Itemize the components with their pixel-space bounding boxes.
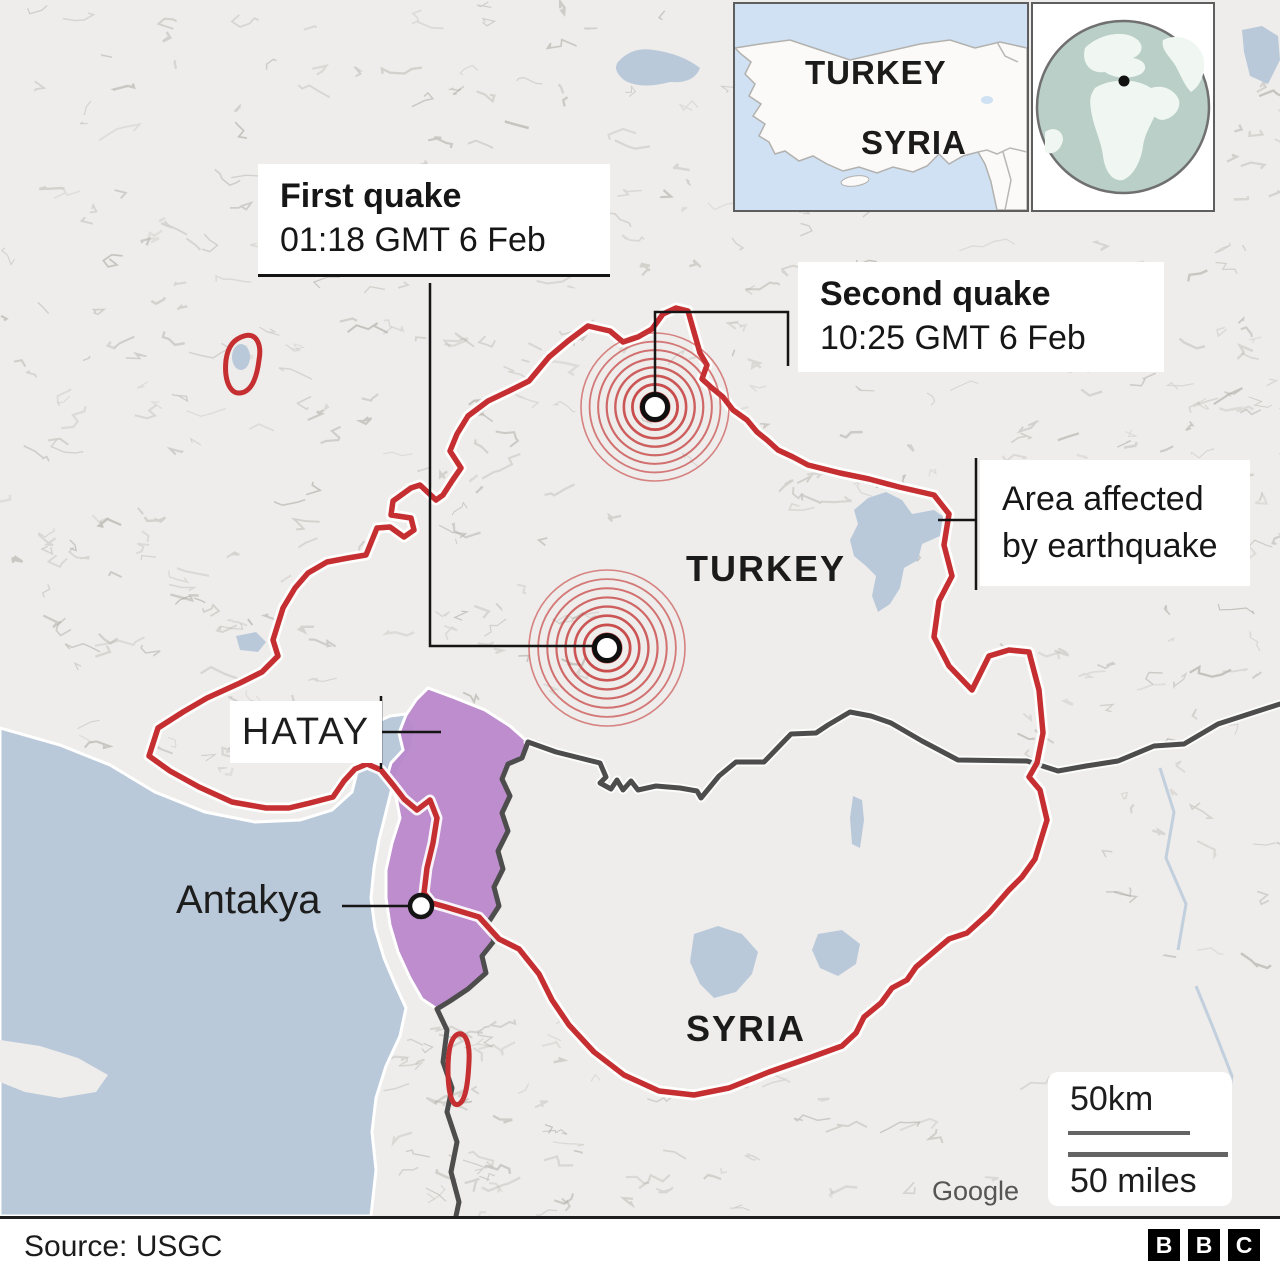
second-quake-label-box: Second quake 10:25 GMT 6 Feb [798,262,1164,372]
globe-asia [1162,36,1205,92]
area-affected-line1: Area affected [1002,480,1204,518]
antakya-city-marker [407,892,435,920]
area-affected-connector [938,458,978,590]
country-border [434,699,1280,1216]
inset-map-canvas [735,16,1027,210]
inset-lake-van [981,96,993,104]
inset-locator-map: TURKEY SYRIA [733,2,1029,212]
globe-location-dot [1118,75,1130,87]
lake-thin [850,796,864,848]
lake-northeast-corner [1242,26,1280,84]
footer: Source: USGC B B C [0,1219,1280,1278]
lake-syria-east [812,930,860,976]
affected-pocket-south [445,1031,472,1108]
hatay-label: HATAY [241,710,371,753]
river-east-1 [1158,767,1188,951]
inset-border-turkey-syria [977,41,1027,210]
inset-globe [1031,2,1215,212]
scale-bar-miles [1068,1152,1228,1157]
google-attribution: Google [932,1176,1020,1206]
area-affected-label-box: Area affected by earthquake [980,460,1250,586]
second-quake-connector [653,310,790,393]
area-affected-line2: by earthquake [1002,527,1218,565]
lake-in-red-loop [232,344,250,370]
map-bottom-border [0,1216,1280,1219]
second-quake-time: 10:25 GMT 6 Feb [820,319,1086,357]
second-quake-title: Second quake [820,275,1051,313]
inset-cyprus [840,175,870,187]
turkey-country-label: TURKEY [686,548,847,589]
source-label: Source: USGC [24,1230,223,1263]
first-quake-title: First quake [280,177,462,215]
inset-caspian [1015,16,1027,40]
inset-land [735,39,1027,210]
affected-pocket-northwest [223,332,263,396]
border-turkey-syria [525,701,1280,801]
lake-syria-west [690,926,758,998]
inset-syria-label: SYRIA [861,124,967,161]
first-quake-connector [428,283,594,648]
syria-country-label: SYRIA [686,1008,807,1049]
globe-africa [1090,80,1159,181]
first-quake-epicenter-marker [592,633,622,663]
lake-north [616,49,700,86]
globe-europe [1084,33,1146,78]
annotation-lines [342,283,978,908]
bbc-logo-b1: B [1148,1229,1180,1261]
globe-arabia [1147,86,1180,120]
lake-small-west [236,632,266,652]
markers [407,392,670,920]
affected-area-layer [143,302,1053,1108]
inset-turkey-label: TURKEY [805,54,947,91]
lake-reservoir-east [850,492,948,612]
globe-continents [1045,33,1205,181]
border-hatay-east [434,739,531,1216]
antakya-label: Antakya [176,878,321,922]
first-quake-rings [528,569,686,727]
globe-canvas [1035,19,1211,195]
bbc-logo-c: C [1228,1229,1260,1261]
terrain-relief [0,0,1280,1216]
second-quake-epicenter-marker [640,392,670,422]
water-layer [0,26,1280,1216]
first-quake-label-box: First quake 01:18 GMT 6 Feb [258,164,610,277]
globe-samerica-tip [1045,129,1063,154]
affected-area-boundary [146,305,1050,1098]
bbc-logo-b2: B [1188,1229,1220,1261]
bbc-logo: B B C [1148,1229,1260,1261]
first-quake-time: 01:18 GMT 6 Feb [280,221,546,259]
scale-box: 50km 50 miles [1048,1072,1232,1206]
scale-km-label: 50km [1070,1080,1154,1118]
scale-miles-label: 50 miles [1070,1162,1197,1200]
scale-bar-km [1068,1131,1190,1135]
coastal-peninsula [0,1040,108,1098]
hatay-label-box: HATAY [230,701,382,763]
